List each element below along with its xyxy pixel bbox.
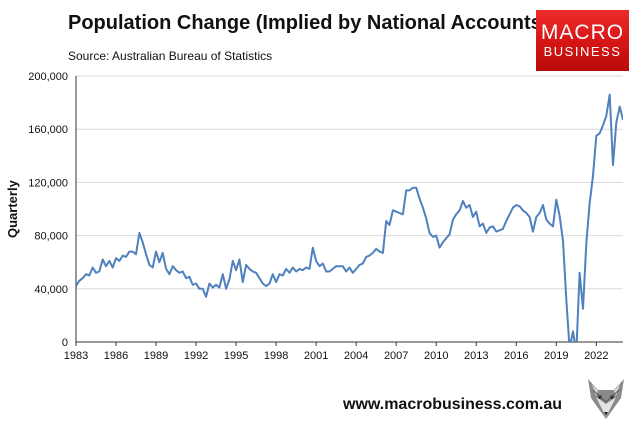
macrobusiness-logo[interactable]: MACRO BUSINESS <box>536 10 629 71</box>
y-tick-label: 0 <box>62 337 68 349</box>
logo-line-1: MACRO <box>540 21 625 44</box>
x-tick-label: 2010 <box>424 350 448 362</box>
x-tick-label: 2004 <box>344 350 368 362</box>
x-tick-label: 1998 <box>264 350 288 362</box>
y-tick-label: 80,000 <box>34 231 68 243</box>
website-url[interactable]: www.macrobusiness.com.au <box>343 396 563 413</box>
chart-source: Source: Australian Bureau of Statistics <box>68 49 273 63</box>
y-axis-label: Quarterly <box>5 180 20 238</box>
x-tick-label: 1989 <box>144 350 168 362</box>
y-tick-label: 40,000 <box>34 284 68 296</box>
logo-line-2: BUSINESS <box>543 44 622 59</box>
x-tick-label: 2001 <box>304 350 328 362</box>
x-tick-label: 2007 <box>384 350 408 362</box>
y-tick-label: 160,000 <box>28 124 68 136</box>
x-tick-label: 1983 <box>64 350 88 362</box>
x-tick-label: 2016 <box>504 350 528 362</box>
x-tick-label: 1986 <box>104 350 128 362</box>
series-line-population-change <box>76 93 623 342</box>
x-tick-label: 1992 <box>184 350 208 362</box>
x-tick-label: 2022 <box>584 350 608 362</box>
y-tick-label: 120,000 <box>28 177 68 189</box>
x-tick-label: 1995 <box>224 350 248 362</box>
chart-title: Population Change (Implied by National A… <box>68 12 549 34</box>
fox-icon <box>588 379 624 419</box>
x-tick-label: 2013 <box>464 350 488 362</box>
x-tick-label: 2019 <box>544 350 568 362</box>
y-tick-label: 200,000 <box>28 71 68 83</box>
